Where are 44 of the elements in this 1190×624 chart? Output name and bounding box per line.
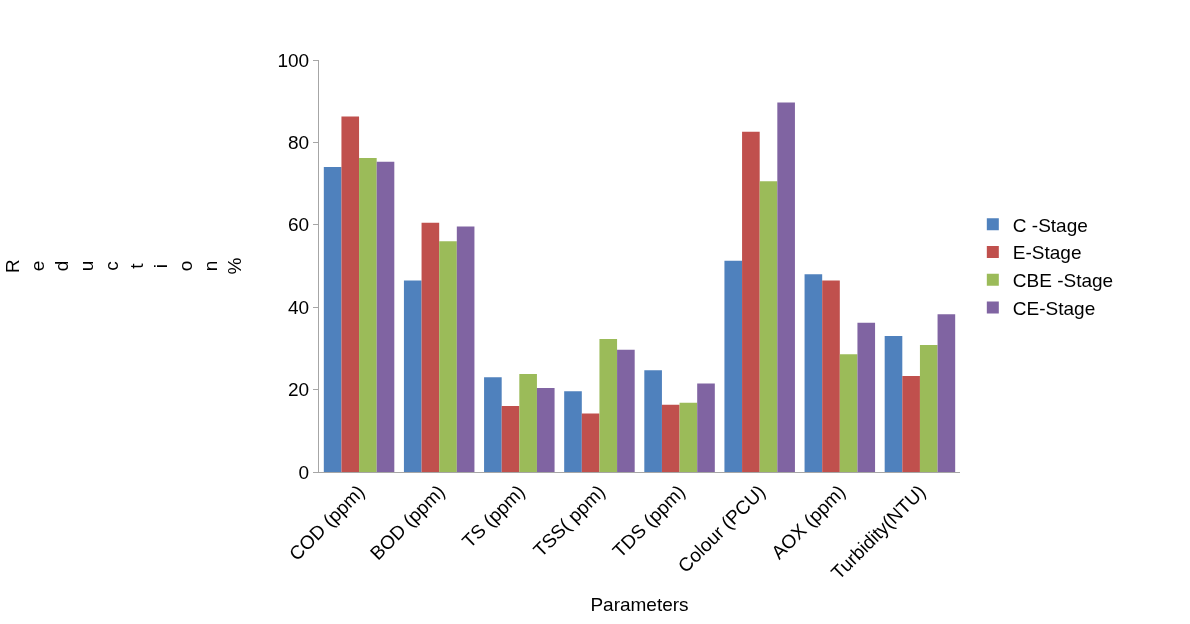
- bar: [359, 158, 377, 472]
- bar: [857, 322, 876, 472]
- bar: [902, 376, 920, 472]
- bar: [759, 181, 778, 472]
- bar: [919, 345, 938, 472]
- bar: [742, 131, 760, 472]
- legend-label: CE-Stage: [1012, 297, 1096, 319]
- bar: [403, 280, 422, 472]
- text: Reduction %: [2, 257, 246, 275]
- bar: [679, 402, 698, 472]
- bar: [501, 406, 520, 472]
- bar: [323, 167, 342, 472]
- legend-label: E-Stage: [1012, 242, 1082, 264]
- legend-label: C -Stage: [1012, 214, 1088, 236]
- bar: [341, 116, 360, 472]
- bar: [519, 373, 537, 472]
- bar: [439, 241, 457, 472]
- bar: [421, 222, 440, 472]
- bar: [581, 413, 600, 472]
- y-tick-label: 0: [298, 461, 310, 483]
- bar: [599, 338, 618, 472]
- bar: [661, 404, 680, 472]
- bar: [564, 391, 582, 472]
- y-tick-label: 100: [277, 49, 310, 71]
- bar: [456, 226, 475, 472]
- y-tick-label: 60: [288, 214, 310, 236]
- bar: [804, 274, 823, 472]
- legend-label: CBE -Stage: [1012, 270, 1114, 292]
- bar: [697, 383, 715, 472]
- bar: [884, 336, 903, 472]
- y-tick-label: 80: [288, 132, 310, 154]
- y-tick-label: 20: [288, 379, 310, 401]
- bar: [536, 387, 555, 472]
- bar: [777, 102, 795, 472]
- bar: [839, 354, 858, 472]
- bar: [484, 377, 502, 472]
- bar: [376, 161, 395, 472]
- bar: [822, 280, 840, 472]
- bar: [937, 314, 956, 472]
- x-axis-title: Parameters: [590, 594, 689, 616]
- bar: [644, 370, 662, 472]
- bar: [617, 349, 635, 472]
- bar: [724, 260, 743, 472]
- y-tick-label: 40: [288, 296, 310, 318]
